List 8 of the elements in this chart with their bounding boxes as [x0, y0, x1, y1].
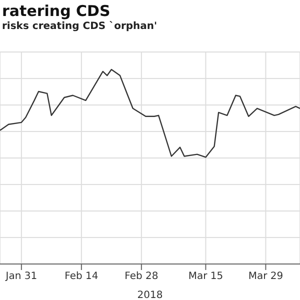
x-tick-label: Mar 15 [188, 271, 224, 282]
x-tick-label: Feb 14 [64, 271, 98, 282]
x-tick-label: Jan 31 [4, 271, 38, 282]
chart-title: ratering CDS [2, 2, 110, 20]
x-tick-label: Feb 28 [124, 271, 158, 282]
x-tick-label: Mar 29 [248, 271, 284, 282]
chart-subtitle: risks creating CDS `orphan' [2, 21, 158, 32]
x-axis-title: 2018 [137, 290, 163, 300]
